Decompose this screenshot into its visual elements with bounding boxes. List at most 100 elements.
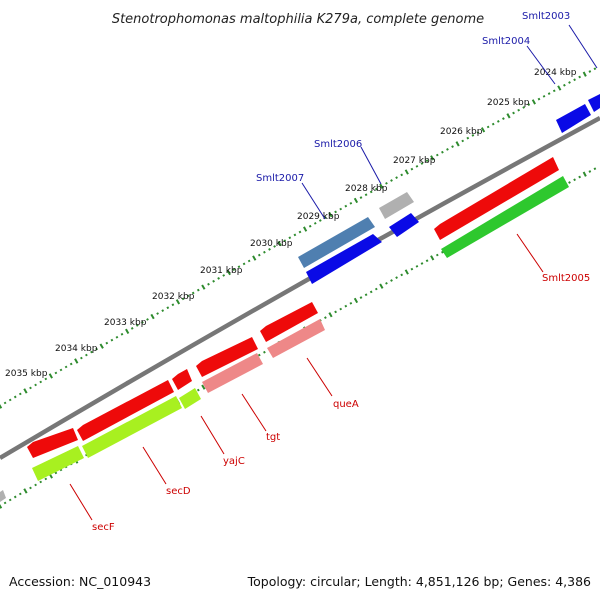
label-leader-lines <box>69 24 598 521</box>
gene-blue-long[interactable] <box>306 234 382 284</box>
gene-gray-edge[interactable] <box>0 490 6 502</box>
tick-minor <box>461 139 465 143</box>
gene-queA-pink[interactable] <box>267 319 325 358</box>
gene-secF-lime[interactable] <box>32 446 84 481</box>
tick-minor <box>364 293 368 297</box>
map-title: Stenotrophomonas maltophilia K279a, comp… <box>112 12 484 27</box>
tick-minor <box>146 318 149 321</box>
tick-minor <box>420 262 424 265</box>
tick-minor <box>400 173 404 177</box>
tick-major <box>252 255 257 261</box>
tick-major <box>150 313 155 320</box>
tick-minor <box>120 332 124 336</box>
label-smlt2005[interactable]: Smlt2005 <box>542 273 590 284</box>
gene-secD-red[interactable] <box>77 380 174 441</box>
tick-minor <box>359 196 363 199</box>
tick-major <box>0 404 3 409</box>
gene-tgt-red[interactable] <box>196 337 258 377</box>
tick-minor <box>512 111 515 115</box>
tick-minor <box>222 274 226 277</box>
gene-smlt2004[interactable] <box>556 104 591 133</box>
tick-minor <box>542 95 546 98</box>
tick-minor <box>186 294 190 298</box>
accession-text: Accession: NC_010943 <box>9 574 152 589</box>
tick-minor <box>425 259 429 263</box>
tick-minor <box>588 70 592 73</box>
leader-smlt2006 <box>360 146 382 185</box>
tick-minor <box>441 150 444 154</box>
tick-minor <box>344 304 348 308</box>
tick-minor <box>390 179 393 182</box>
gene-yajC-red[interactable] <box>172 369 192 390</box>
tick-minor <box>568 81 571 84</box>
gene-labels: Smlt2003 Smlt2004 Smlt2006 Smlt2007 Smlt… <box>92 11 590 533</box>
topology-summary-text: Topology: circular; Length: 4,851,126 bp… <box>247 574 591 589</box>
tick-minor <box>578 175 581 179</box>
label-secF[interactable]: secF <box>92 522 115 533</box>
tick-minor <box>593 67 597 71</box>
tick-minor <box>95 347 98 351</box>
gene-smlt2005-green[interactable] <box>441 176 569 258</box>
tick-minor <box>130 326 134 330</box>
tick-minor <box>496 120 500 123</box>
gene-smlt2005-red[interactable] <box>434 157 559 240</box>
gene-blue-small[interactable] <box>389 213 419 237</box>
tick-major <box>303 226 308 232</box>
tick-minor <box>502 117 505 120</box>
tick-major <box>328 212 333 218</box>
label-smlt2006[interactable]: Smlt2006 <box>314 139 362 150</box>
tick-minor <box>166 306 170 310</box>
tick-minor <box>466 136 470 140</box>
gene-yajC-lime[interactable] <box>179 388 201 409</box>
gene-smlt2006[interactable] <box>379 192 414 219</box>
tick-major <box>201 284 206 290</box>
kbp-label-2033: 2033 kbp <box>104 318 147 328</box>
tick-minor <box>359 296 363 299</box>
gene-secF-red[interactable] <box>27 428 78 458</box>
label-smlt2004[interactable]: Smlt2004 <box>482 36 530 47</box>
tick-minor <box>3 401 7 405</box>
tick-minor <box>54 371 58 375</box>
label-smlt2007[interactable]: Smlt2007 <box>256 173 304 184</box>
leader-queA <box>306 357 333 397</box>
tick-minor <box>196 388 200 392</box>
kbp-label-2034: 2034 kbp <box>55 344 98 354</box>
gene-track-forward-outer <box>298 94 600 268</box>
gene-tgt-pink[interactable] <box>202 353 263 393</box>
tick-major <box>455 141 460 147</box>
gene-smlt2003[interactable] <box>588 94 600 112</box>
tick-major <box>226 269 231 276</box>
tick-minor <box>59 368 63 372</box>
gene-secD-lime[interactable] <box>82 396 182 458</box>
tick-minor <box>573 78 576 82</box>
tick-minor <box>486 125 490 129</box>
gene-queA-red[interactable] <box>260 302 318 342</box>
tick-minor <box>537 97 541 101</box>
tick-minor <box>54 471 58 475</box>
tick-minor <box>527 103 531 107</box>
tick-minor <box>141 321 144 324</box>
label-queA[interactable]: queA <box>333 399 359 410</box>
label-yajC[interactable]: yajC <box>223 456 245 467</box>
tick-minor <box>232 268 236 272</box>
tick-major <box>353 297 359 304</box>
tick-minor <box>318 219 322 222</box>
tick-minor <box>552 89 556 93</box>
tick-minor <box>593 167 597 171</box>
kbp-label-2026: 2026 kbp <box>440 127 483 137</box>
tick-minor <box>34 383 37 387</box>
gene-smlt2007[interactable] <box>298 217 375 268</box>
label-secD[interactable]: secD <box>166 486 191 497</box>
tick-major <box>23 488 28 494</box>
tick-minor <box>435 153 439 157</box>
tick-major <box>48 373 53 379</box>
tick-major <box>404 169 409 175</box>
label-smlt2003[interactable]: Smlt2003 <box>522 11 570 22</box>
tick-minor <box>395 276 398 280</box>
tick-minor <box>385 282 388 285</box>
tick-minor <box>568 181 571 184</box>
label-tgt[interactable]: tgt <box>266 432 280 443</box>
kbp-ruler-labels: 2024 kbp 2025 kbp 2026 kbp 2027 kbp 2028… <box>5 68 577 379</box>
kbp-label-2029: 2029 kbp <box>297 212 340 222</box>
